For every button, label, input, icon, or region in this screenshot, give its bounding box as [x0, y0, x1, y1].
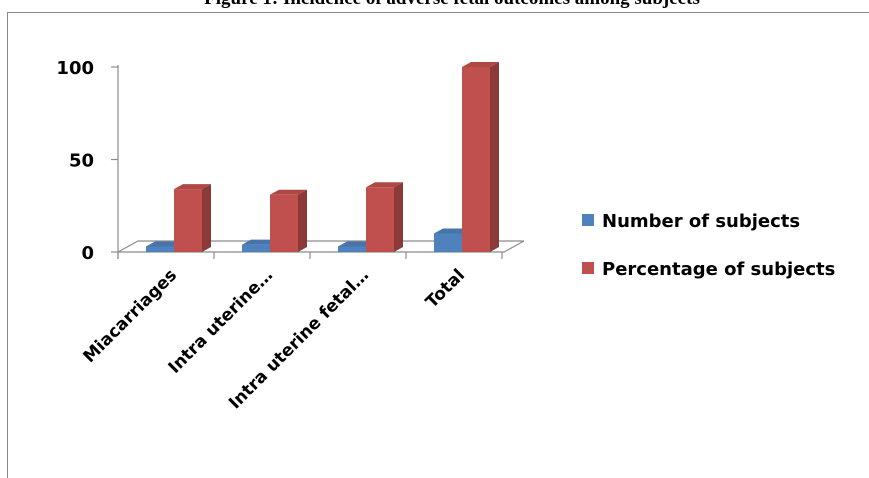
chart-title: Figure 1: Incidence of adverse fetal out…: [204, 0, 700, 9]
x-category-label: Miacarriages: [79, 265, 181, 367]
bar: [366, 182, 403, 252]
bar: [270, 189, 307, 252]
bar-front: [174, 189, 202, 252]
bar-front: [242, 244, 270, 252]
legend-item: Percentage of subjects: [582, 259, 835, 280]
bar-front: [434, 233, 462, 252]
bar-top: [366, 182, 403, 188]
bar-top: [242, 239, 279, 245]
bar-side: [394, 182, 403, 252]
legend-item: Number of subjects: [582, 211, 800, 232]
legend: Number of subjects Percentage of subjects: [582, 211, 835, 280]
bar-side: [202, 184, 211, 252]
legend-label: Number of subjects: [602, 211, 800, 232]
bar-top: [174, 184, 211, 190]
bars: [146, 62, 499, 252]
x-category-label: Total: [422, 265, 469, 312]
x-category-label: Intra uterine…: [165, 265, 277, 377]
bar-top: [338, 241, 375, 247]
bar: [174, 184, 211, 252]
bar-top: [270, 189, 307, 195]
bar-top: [462, 62, 499, 67]
bar-front: [462, 67, 490, 252]
bar-side: [298, 189, 307, 252]
legend-label: Percentage of subjects: [602, 259, 835, 280]
y-tick-label: 0: [81, 243, 94, 264]
legend-swatch: [582, 214, 594, 226]
y-tick-label: 50: [69, 151, 94, 172]
y-tick-label: 100: [56, 58, 94, 79]
legend-swatch: [582, 262, 594, 274]
bar-top: [434, 228, 471, 234]
bar-front: [270, 194, 298, 252]
bar: [462, 62, 499, 252]
bar-front: [366, 187, 394, 252]
bar-top: [146, 241, 183, 247]
bar-side: [490, 62, 499, 252]
bar-front: [338, 246, 366, 252]
bar-front: [146, 246, 174, 252]
y-axis: 0 50 100: [56, 58, 503, 264]
